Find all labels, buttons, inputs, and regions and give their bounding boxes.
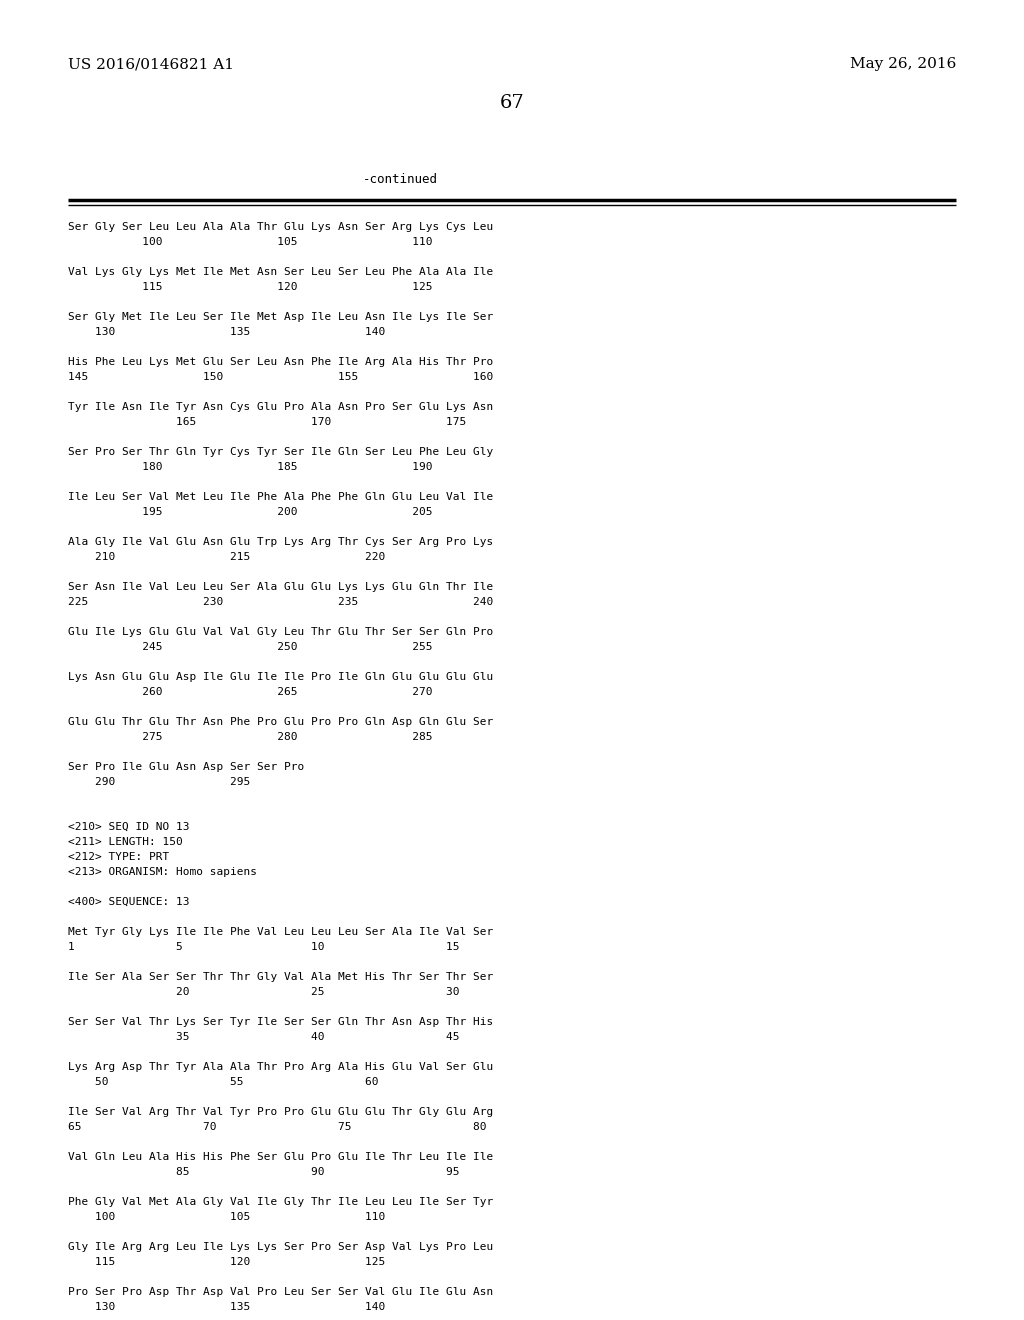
Text: May 26, 2016: May 26, 2016 [850,57,956,71]
Text: Lys Arg Asp Thr Tyr Ala Ala Thr Pro Arg Ala His Glu Val Ser Glu: Lys Arg Asp Thr Tyr Ala Ala Thr Pro Arg … [68,1063,494,1072]
Text: 180                 185                 190: 180 185 190 [68,462,432,473]
Text: Ile Leu Ser Val Met Leu Ile Phe Ala Phe Phe Gln Glu Leu Val Ile: Ile Leu Ser Val Met Leu Ile Phe Ala Phe … [68,492,494,502]
Text: 85                  90                  95: 85 90 95 [68,1167,460,1177]
Text: <400> SEQUENCE: 13: <400> SEQUENCE: 13 [68,898,189,907]
Text: 195                 200                 205: 195 200 205 [68,507,432,517]
Text: Ser Pro Ile Glu Asn Asp Ser Ser Pro: Ser Pro Ile Glu Asn Asp Ser Ser Pro [68,762,304,772]
Text: Ile Ser Ala Ser Ser Thr Thr Gly Val Ala Met His Thr Ser Thr Ser: Ile Ser Ala Ser Ser Thr Thr Gly Val Ala … [68,972,494,982]
Text: Lys Asn Glu Glu Asp Ile Glu Ile Ile Pro Ile Gln Glu Glu Glu Glu: Lys Asn Glu Glu Asp Ile Glu Ile Ile Pro … [68,672,494,682]
Text: 225                 230                 235                 240: 225 230 235 240 [68,597,494,607]
Text: -continued: -continued [362,173,437,186]
Text: 1               5                   10                  15: 1 5 10 15 [68,942,460,952]
Text: 245                 250                 255: 245 250 255 [68,642,432,652]
Text: Ser Gly Met Ile Leu Ser Ile Met Asp Ile Leu Asn Ile Lys Ile Ser: Ser Gly Met Ile Leu Ser Ile Met Asp Ile … [68,312,494,322]
Text: 275                 280                 285: 275 280 285 [68,733,432,742]
Text: 35                  40                  45: 35 40 45 [68,1032,460,1041]
Text: 165                 170                 175: 165 170 175 [68,417,466,426]
Text: 20                  25                  30: 20 25 30 [68,987,460,997]
Text: 145                 150                 155                 160: 145 150 155 160 [68,372,494,381]
Text: Ser Asn Ile Val Leu Leu Ser Ala Glu Glu Lys Lys Glu Gln Thr Ile: Ser Asn Ile Val Leu Leu Ser Ala Glu Glu … [68,582,494,591]
Text: Val Lys Gly Lys Met Ile Met Asn Ser Leu Ser Leu Phe Ala Ala Ile: Val Lys Gly Lys Met Ile Met Asn Ser Leu … [68,267,494,277]
Text: Pro Ser Pro Asp Thr Asp Val Pro Leu Ser Ser Val Glu Ile Glu Asn: Pro Ser Pro Asp Thr Asp Val Pro Leu Ser … [68,1287,494,1298]
Text: 100                 105                 110: 100 105 110 [68,238,432,247]
Text: Met Tyr Gly Lys Ile Ile Phe Val Leu Leu Leu Ser Ala Ile Val Ser: Met Tyr Gly Lys Ile Ile Phe Val Leu Leu … [68,927,494,937]
Text: US 2016/0146821 A1: US 2016/0146821 A1 [68,57,234,71]
Text: <210> SEQ ID NO 13: <210> SEQ ID NO 13 [68,822,189,832]
Text: Tyr Ile Asn Ile Tyr Asn Cys Glu Pro Ala Asn Pro Ser Glu Lys Asn: Tyr Ile Asn Ile Tyr Asn Cys Glu Pro Ala … [68,403,494,412]
Text: 260                 265                 270: 260 265 270 [68,686,432,697]
Text: 65                  70                  75                  80: 65 70 75 80 [68,1122,486,1133]
Text: 67: 67 [500,94,524,112]
Text: 100                 105                 110: 100 105 110 [68,1212,385,1222]
Text: Ile Ser Val Arg Thr Val Tyr Pro Pro Glu Glu Glu Thr Gly Glu Arg: Ile Ser Val Arg Thr Val Tyr Pro Pro Glu … [68,1107,494,1117]
Text: Phe Gly Val Met Ala Gly Val Ile Gly Thr Ile Leu Leu Ile Ser Tyr: Phe Gly Val Met Ala Gly Val Ile Gly Thr … [68,1197,494,1206]
Text: <212> TYPE: PRT: <212> TYPE: PRT [68,851,169,862]
Text: 290                 295: 290 295 [68,777,250,787]
Text: 130                 135                 140: 130 135 140 [68,327,385,337]
Text: Ser Gly Ser Leu Leu Ala Ala Thr Glu Lys Asn Ser Arg Lys Cys Leu: Ser Gly Ser Leu Leu Ala Ala Thr Glu Lys … [68,222,494,232]
Text: 50                  55                  60: 50 55 60 [68,1077,379,1086]
Text: Gly Ile Arg Arg Leu Ile Lys Lys Ser Pro Ser Asp Val Lys Pro Leu: Gly Ile Arg Arg Leu Ile Lys Lys Ser Pro … [68,1242,494,1251]
Text: 115                 120                 125: 115 120 125 [68,282,432,292]
Text: Val Gln Leu Ala His His Phe Ser Glu Pro Glu Ile Thr Leu Ile Ile: Val Gln Leu Ala His His Phe Ser Glu Pro … [68,1152,494,1162]
Text: Glu Ile Lys Glu Glu Val Val Gly Leu Thr Glu Thr Ser Ser Gln Pro: Glu Ile Lys Glu Glu Val Val Gly Leu Thr … [68,627,494,638]
Text: His Phe Leu Lys Met Glu Ser Leu Asn Phe Ile Arg Ala His Thr Pro: His Phe Leu Lys Met Glu Ser Leu Asn Phe … [68,356,494,367]
Text: Ser Ser Val Thr Lys Ser Tyr Ile Ser Ser Gln Thr Asn Asp Thr His: Ser Ser Val Thr Lys Ser Tyr Ile Ser Ser … [68,1016,494,1027]
Text: Ser Pro Ser Thr Gln Tyr Cys Tyr Ser Ile Gln Ser Leu Phe Leu Gly: Ser Pro Ser Thr Gln Tyr Cys Tyr Ser Ile … [68,447,494,457]
Text: Glu Glu Thr Glu Thr Asn Phe Pro Glu Pro Pro Gln Asp Gln Glu Ser: Glu Glu Thr Glu Thr Asn Phe Pro Glu Pro … [68,717,494,727]
Text: 130                 135                 140: 130 135 140 [68,1302,385,1312]
Text: <211> LENGTH: 150: <211> LENGTH: 150 [68,837,182,847]
Text: <213> ORGANISM: Homo sapiens: <213> ORGANISM: Homo sapiens [68,867,257,876]
Text: Ala Gly Ile Val Glu Asn Glu Trp Lys Arg Thr Cys Ser Arg Pro Lys: Ala Gly Ile Val Glu Asn Glu Trp Lys Arg … [68,537,494,546]
Text: 210                 215                 220: 210 215 220 [68,552,385,562]
Text: 115                 120                 125: 115 120 125 [68,1257,385,1267]
